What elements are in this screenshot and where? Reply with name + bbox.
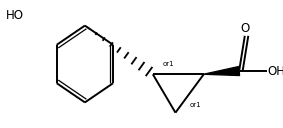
Text: or1: or1: [190, 102, 201, 108]
Text: HO: HO: [6, 9, 24, 22]
Polygon shape: [204, 67, 239, 76]
Text: or1: or1: [163, 61, 174, 67]
Text: OH: OH: [267, 65, 283, 78]
Text: O: O: [240, 22, 249, 35]
